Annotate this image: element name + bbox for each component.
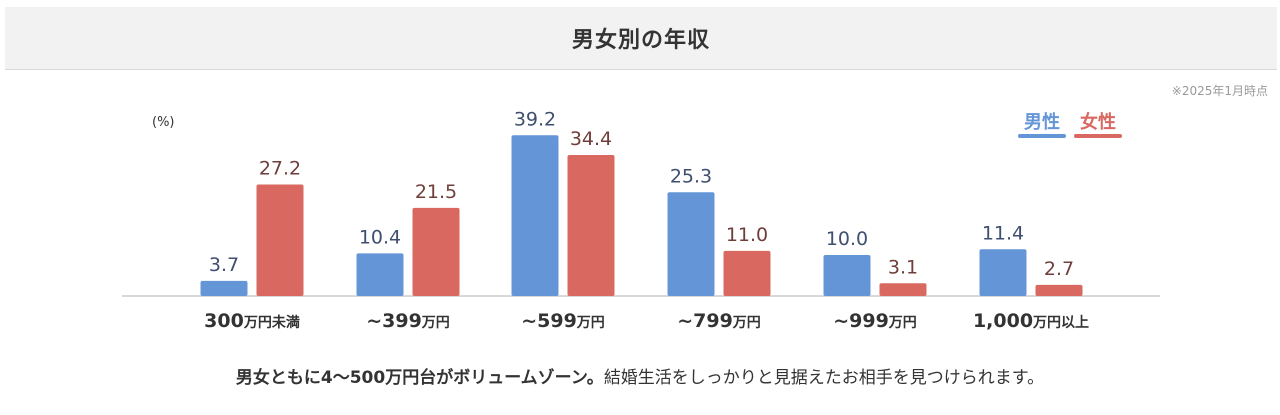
y-axis-label: (%) (152, 115, 175, 130)
female-bar (256, 184, 304, 296)
caption-normal: 結婚生活をしっかりと見据えたお相手を見つけられます。 (603, 368, 1045, 388)
female-bar (567, 154, 615, 296)
header-band: 男女別の年収 (5, 7, 1277, 70)
female-data-label: 34.4 (570, 128, 612, 150)
x-tick-label: 1,000万円以上 (973, 310, 1089, 332)
female-bar (412, 207, 460, 296)
x-tick-label: ~999万円 (833, 310, 917, 332)
legend-male-label: 男性 (1024, 111, 1060, 133)
page-title: 男女別の年収 (571, 28, 710, 53)
male-data-label: 10.4 (359, 226, 401, 248)
legend-female-label: 女性 (1080, 111, 1116, 133)
caption-bold: 男女ともに4〜500万円台がボリュームゾーン。 (235, 368, 604, 388)
female-data-label: 21.5 (415, 181, 457, 203)
x-tick-label: ~799万円 (677, 310, 761, 332)
x-tick-main: ~599 (521, 310, 577, 332)
male-bar (667, 192, 715, 296)
caption: 男女ともに4〜500万円台がボリュームゾーン。結婚生活をしっかりと見据えたお相手… (0, 363, 1280, 388)
x-tick-main: ~799 (677, 310, 733, 332)
female-bar (879, 283, 927, 296)
male-bar (511, 135, 559, 296)
x-tick-main: 1,000 (973, 310, 1033, 332)
x-tick-unit: 万円 (421, 315, 450, 331)
female-data-label: 27.2 (259, 157, 301, 179)
male-bar (356, 253, 404, 296)
male-data-label: 3.7 (209, 254, 239, 276)
female-bar (723, 250, 771, 296)
female-data-label: 2.7 (1044, 258, 1074, 280)
legend-female-swatch (1074, 134, 1122, 138)
female-bar (1035, 284, 1083, 296)
x-tick-label: ~599万円 (521, 310, 605, 332)
x-tick-label: ~399万円 (366, 310, 450, 332)
legend-male-swatch (1018, 134, 1066, 138)
female-data-label: 11.0 (726, 224, 768, 246)
date-note: ※2025年1月時点 (1171, 84, 1268, 98)
x-tick-unit: 万円 (732, 315, 761, 331)
male-bar (823, 255, 871, 296)
x-tick-main: ~399 (366, 310, 422, 332)
male-data-label: 10.0 (826, 228, 868, 250)
x-tick-unit: 万円 (888, 315, 917, 331)
x-tick-label: 300万円未満 (204, 310, 300, 332)
x-tick-unit: 万円未満 (243, 314, 300, 331)
x-tick-unit: 万円以上 (1032, 315, 1089, 331)
male-data-label: 11.4 (982, 222, 1024, 244)
x-tick-unit: 万円 (576, 315, 605, 331)
male-bar (200, 280, 248, 296)
male-data-label: 39.2 (514, 108, 556, 130)
x-tick-main: 300 (204, 310, 244, 332)
female-data-label: 3.1 (888, 256, 918, 278)
x-tick-main: ~999 (833, 310, 889, 332)
male-data-label: 25.3 (670, 165, 712, 187)
male-bar (979, 249, 1027, 296)
